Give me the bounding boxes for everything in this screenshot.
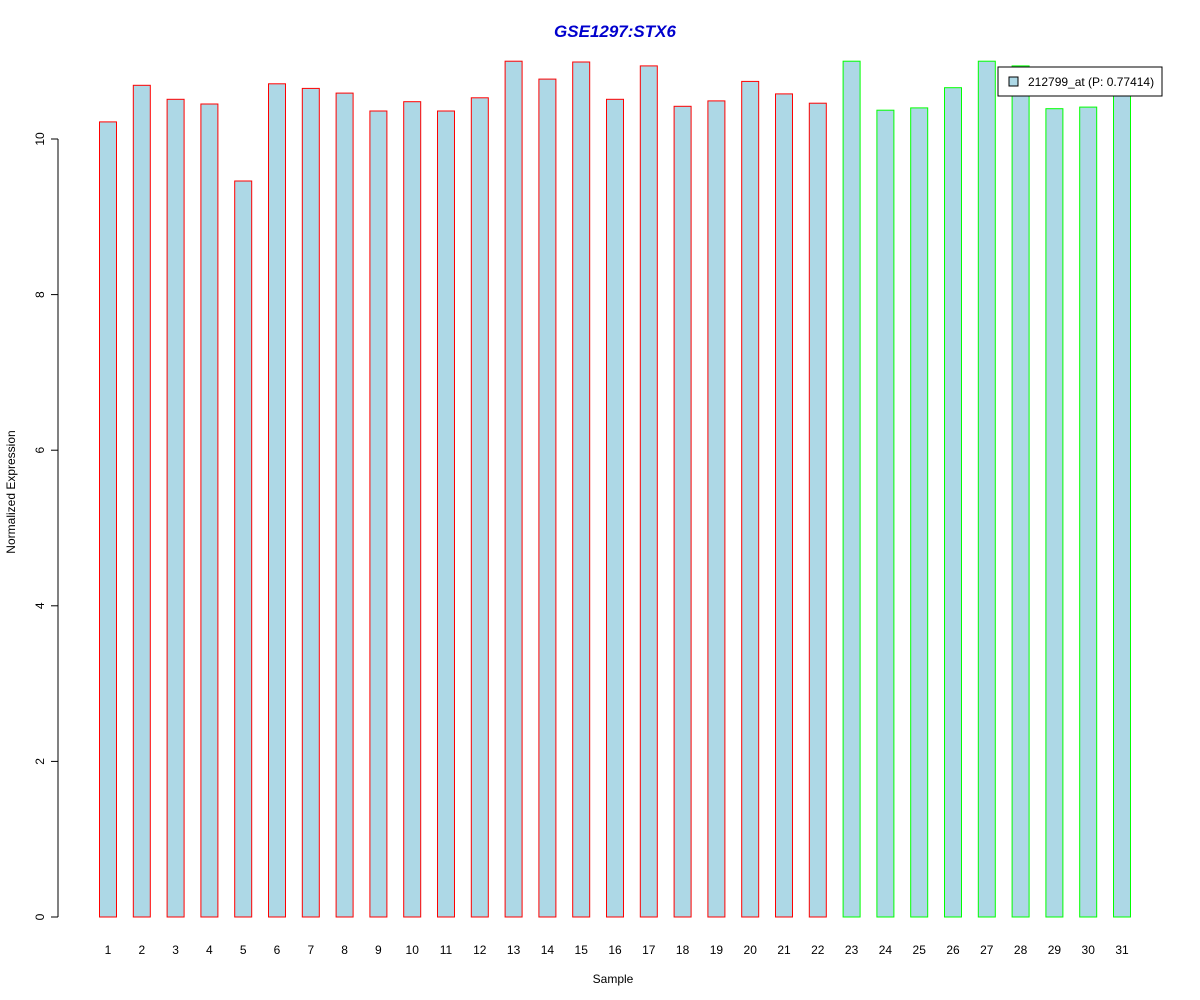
- bar-sample-18: [673, 105, 692, 918]
- x-tick-label: 1: [105, 943, 112, 957]
- y-tick-label: 2: [33, 758, 47, 765]
- bar-sample-6: [268, 83, 286, 918]
- bar-sample-29: [1045, 108, 1064, 918]
- bar-sample-11: [437, 110, 455, 918]
- x-tick-label: 12: [473, 943, 487, 957]
- bar-sample-20: [741, 80, 760, 918]
- x-tick-label: 24: [879, 943, 893, 957]
- legend-swatch: [1008, 76, 1019, 87]
- bar-sample-9: [369, 110, 388, 918]
- y-axis: 0 2 4 6 8 10: [33, 132, 59, 920]
- x-tick-label: 29: [1048, 943, 1062, 957]
- x-tick-label: 2: [138, 943, 145, 957]
- legend: 212799_at (P: 0.77414): [997, 66, 1163, 97]
- legend-box: [997, 66, 1163, 97]
- x-tick-label: 11: [440, 943, 453, 957]
- bar-sample-31: [1113, 88, 1131, 918]
- bar-sample-15: [572, 61, 591, 918]
- bar-sample-17: [639, 65, 658, 918]
- bar-sample-16: [606, 98, 624, 918]
- x-tick-label: 3: [172, 943, 179, 957]
- y-tick-label: 0: [33, 913, 47, 920]
- bar-sample-23: [842, 60, 861, 918]
- bar-sample-21: [775, 93, 793, 918]
- x-tick-label: 8: [341, 943, 348, 957]
- bar-sample-2: [132, 84, 151, 918]
- y-tick-label: 6: [33, 447, 47, 454]
- bar-sample-12: [470, 97, 489, 918]
- x-tick-label: 14: [541, 943, 555, 957]
- bar-sample-27: [977, 60, 996, 918]
- x-tick-label: 19: [710, 943, 724, 957]
- x-tick-label: 26: [946, 943, 960, 957]
- x-tick-label: 25: [913, 943, 927, 957]
- x-tick-label: 18: [676, 943, 690, 957]
- bar-sample-4: [200, 103, 219, 918]
- x-tick-label: 9: [375, 943, 382, 957]
- y-axis-label: Normalized Expression: [4, 430, 18, 553]
- x-tick-label: 7: [307, 943, 314, 957]
- x-tick-label: 16: [608, 943, 622, 957]
- bar-sample-10: [403, 101, 422, 918]
- bar-sample-14: [538, 78, 557, 918]
- x-tick-label: 23: [845, 943, 859, 957]
- x-axis: 1 2 3 4 5 6 7 8 9 10 11 12 13 14 15 16 17 18 19 20 21 22 23 24 2…: [105, 943, 1129, 957]
- bar-sample-22: [808, 102, 827, 918]
- bar-sample-28: [1011, 65, 1030, 918]
- x-tick-label: 5: [240, 943, 247, 957]
- x-tick-label: 6: [274, 943, 281, 957]
- bar-sample-19: [707, 100, 726, 918]
- bar-sample-1: [99, 121, 117, 918]
- chart-title: GSE1297:STX6: [554, 22, 676, 41]
- x-tick-label: 27: [980, 943, 994, 957]
- x-tick-label: 4: [206, 943, 213, 957]
- x-tick-label: 30: [1082, 943, 1096, 957]
- bar-sample-5: [234, 180, 253, 918]
- x-tick-label: 15: [575, 943, 589, 957]
- bar-sample-25: [910, 107, 929, 918]
- bar-sample-26: [944, 87, 962, 918]
- legend-label: 212799_at (P: 0.77414): [1028, 75, 1154, 89]
- x-tick-label: 21: [777, 943, 791, 957]
- bar-sample-30: [1079, 106, 1098, 918]
- bar-sample-8: [335, 92, 354, 918]
- y-tick-label: 8: [33, 291, 47, 298]
- x-tick-label: 20: [744, 943, 758, 957]
- y-tick-label: 4: [33, 602, 47, 609]
- bar-sample-3: [166, 98, 185, 918]
- x-tick-label: 17: [642, 943, 656, 957]
- x-tick-label: 22: [811, 943, 825, 957]
- bar-sample-13: [504, 60, 523, 918]
- x-tick-label: 31: [1115, 943, 1129, 957]
- x-tick-label: 10: [406, 943, 420, 957]
- x-tick-label: 28: [1014, 943, 1028, 957]
- x-axis-label: Sample: [593, 972, 634, 986]
- bar-sample-7: [301, 87, 320, 918]
- bars: [99, 60, 1131, 918]
- bar-sample-24: [876, 109, 895, 918]
- x-tick-label: 13: [507, 943, 521, 957]
- y-tick-label: 10: [33, 132, 47, 146]
